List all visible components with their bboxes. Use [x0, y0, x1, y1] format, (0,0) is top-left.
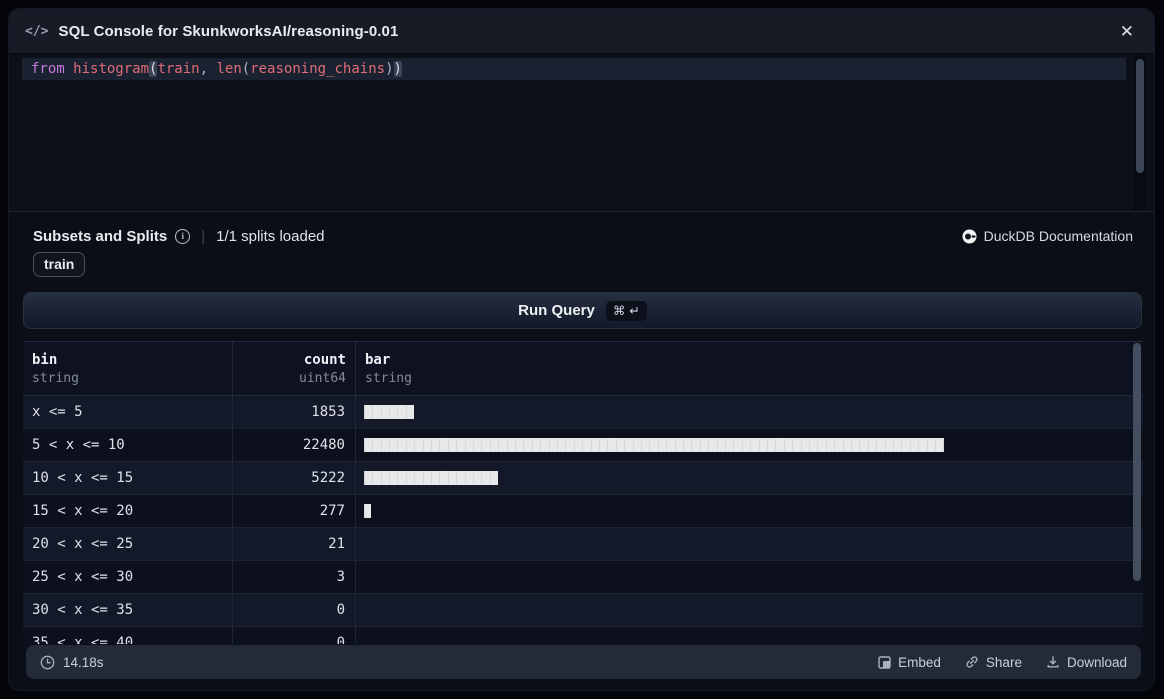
table-row: 35 < x <= 40 0: [23, 627, 1143, 644]
column-header-bin: bin string: [23, 342, 233, 395]
bar-cell: [356, 396, 1143, 428]
table-row: 15 < x <= 20 277: [23, 495, 1143, 528]
titlebar: </> SQL Console for SkunkworksAI/reasoni…: [9, 9, 1154, 54]
code-token: (: [241, 61, 251, 77]
bar-cell: [356, 495, 1143, 527]
subsets-heading: Subsets and Splits: [33, 227, 168, 245]
column-name: bin: [32, 352, 58, 368]
bin-cell: 15 < x <= 20: [23, 495, 233, 527]
editor-scrollbar-thumb[interactable]: [1136, 59, 1144, 173]
code-token: ): [393, 61, 402, 77]
window-title: SQL Console for SkunkworksAI/reasoning-0…: [58, 22, 399, 40]
footer-actions: Embed Share Download: [878, 655, 1127, 670]
count-cell: 5222: [233, 462, 356, 494]
embed-icon: [878, 655, 891, 669]
histogram-bar: [364, 471, 499, 485]
table-row: 25 < x <= 30 3: [23, 561, 1143, 594]
info-icon[interactable]: i: [175, 228, 191, 244]
divider: |: [201, 227, 206, 245]
editor-active-line: [22, 58, 1126, 80]
histogram-bar: [364, 405, 415, 419]
download-button[interactable]: Download: [1046, 655, 1127, 670]
column-header-count: count uint64: [233, 342, 356, 395]
histogram-bar: [364, 438, 944, 452]
bar-cell: [356, 429, 1143, 461]
bar-cell: [356, 627, 1143, 644]
code-token: train: [157, 61, 200, 77]
column-type: string: [365, 371, 412, 386]
count-cell: 277: [233, 495, 356, 527]
code-token: histogram: [73, 61, 150, 77]
histogram-bar: [364, 504, 372, 518]
count-cell: 0: [233, 627, 356, 644]
splits-loaded-status: 1/1 splits loaded: [216, 227, 325, 245]
bin-cell: 5 < x <= 10: [23, 429, 233, 461]
column-header-bar: bar string: [356, 342, 1143, 395]
table-row: 10 < x <= 15 5222: [23, 462, 1143, 495]
download-label: Download: [1066, 654, 1127, 670]
bin-cell: 10 < x <= 15: [23, 462, 233, 494]
share-label: Share: [985, 654, 1022, 670]
code-token: reasoning_chains: [250, 61, 386, 77]
count-cell: 1853: [233, 396, 356, 428]
table-header: bin string count uint64 bar string: [23, 341, 1143, 396]
elapsed-label: 14.18s: [63, 654, 104, 670]
share-button[interactable]: Share: [965, 655, 1022, 670]
column-type: uint64: [299, 371, 346, 386]
bin-cell: 25 < x <= 30: [23, 561, 233, 593]
table-row: 20 < x <= 25 21: [23, 528, 1143, 561]
table-row: 5 < x <= 10 22480: [23, 429, 1143, 462]
results-table: bin string count uint64 bar string x <= …: [23, 341, 1143, 644]
query-elapsed-time: 14.18s: [40, 655, 104, 670]
code-token: ,: [199, 61, 217, 77]
run-query-button[interactable]: Run Query ⌘ ↵: [23, 292, 1142, 329]
bin-cell: 35 < x <= 40: [23, 627, 233, 644]
download-icon: [1047, 656, 1059, 668]
duckdb-logo-icon: [962, 229, 977, 243]
count-cell: 3: [233, 561, 356, 593]
subsets-row: Subsets and Splits i | 1/1 splits loaded…: [33, 223, 1133, 249]
column-name: bar: [365, 352, 391, 368]
bar-cell: [356, 561, 1143, 593]
column-name: count: [303, 352, 346, 368]
share-link-icon: [966, 656, 978, 668]
footer-bar: 14.18s Embed Share: [26, 645, 1141, 679]
count-cell: 21: [233, 528, 356, 560]
bar-cell: [356, 528, 1143, 560]
bar-cell: [356, 594, 1143, 626]
table-row: x <= 5 1853: [23, 396, 1143, 429]
bar-cell: [356, 462, 1143, 494]
bin-cell: 30 < x <= 35: [23, 594, 233, 626]
code-token: len: [216, 61, 242, 77]
keyboard-shortcut-badge: ⌘ ↵: [605, 300, 647, 321]
count-cell: 22480: [233, 429, 356, 461]
column-type: string: [32, 371, 79, 386]
sql-console-modal: </> SQL Console for SkunkworksAI/reasoni…: [8, 8, 1155, 691]
table-scrollbar-thumb[interactable]: [1133, 343, 1141, 581]
duckdb-docs-link[interactable]: DuckDB Documentation: [962, 228, 1133, 244]
split-chip-train[interactable]: train: [33, 252, 86, 277]
duckdb-docs-label: DuckDB Documentation: [983, 228, 1133, 244]
embed-label: Embed: [898, 654, 941, 670]
clock-icon: [40, 655, 55, 669]
bin-cell: x <= 5: [23, 396, 233, 428]
sql-editor[interactable]: from histogram(train, len(reasoning_chai…: [9, 54, 1154, 212]
bin-cell: 20 < x <= 25: [23, 528, 233, 560]
embed-button[interactable]: Embed: [878, 655, 941, 670]
run-query-label: Run Query: [518, 302, 595, 319]
table-row: 30 < x <= 35 0: [23, 594, 1143, 627]
code-token: from: [31, 61, 65, 77]
close-icon[interactable]: ✕: [1119, 21, 1134, 41]
code-icon: </>: [25, 23, 49, 39]
code-token: ): [385, 61, 394, 77]
table-body: x <= 5 1853 5 < x <= 10 22480 10 < x <= 15 52…: [23, 396, 1143, 644]
code-token: [65, 61, 73, 77]
code-token: (: [149, 61, 158, 77]
sql-editor-line[interactable]: from histogram(train, len(reasoning_chai…: [31, 58, 402, 80]
count-cell: 0: [233, 594, 356, 626]
